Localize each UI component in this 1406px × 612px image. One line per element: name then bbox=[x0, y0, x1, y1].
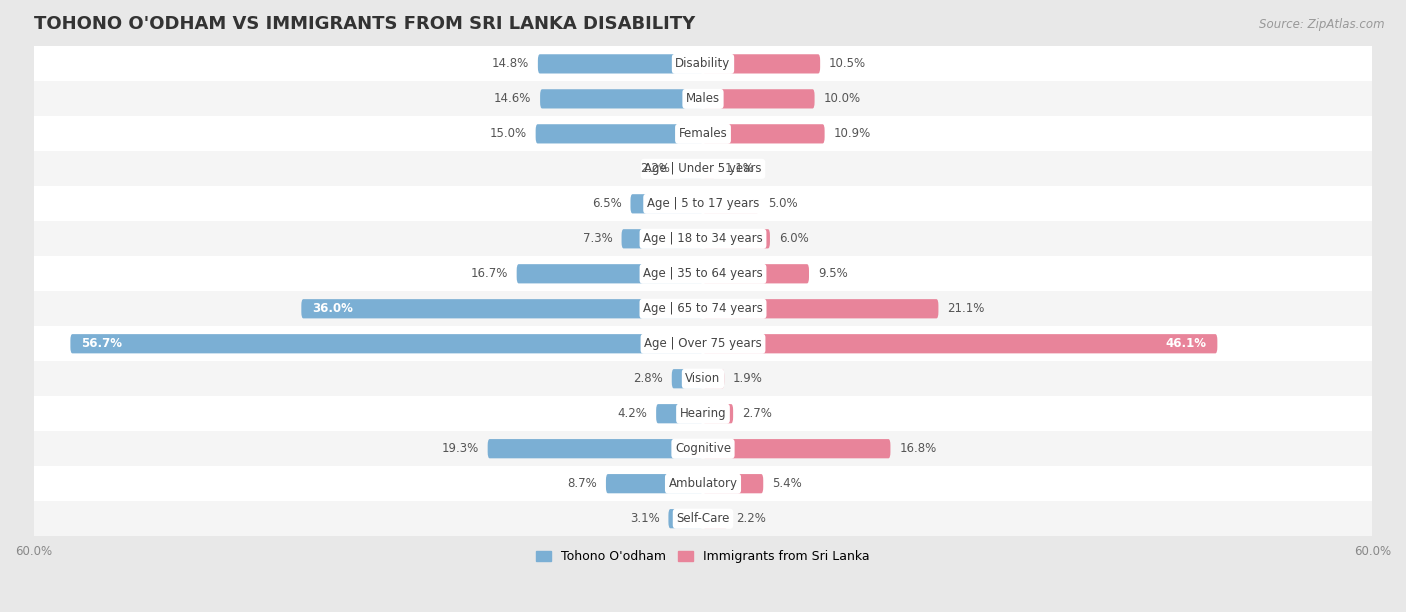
Text: 19.3%: 19.3% bbox=[441, 442, 478, 455]
FancyBboxPatch shape bbox=[668, 509, 703, 528]
Text: 46.1%: 46.1% bbox=[1166, 337, 1206, 350]
Text: 7.3%: 7.3% bbox=[583, 233, 613, 245]
Text: 2.2%: 2.2% bbox=[640, 162, 669, 175]
FancyBboxPatch shape bbox=[703, 334, 1218, 353]
FancyBboxPatch shape bbox=[703, 124, 824, 143]
Text: 4.2%: 4.2% bbox=[617, 407, 647, 420]
FancyBboxPatch shape bbox=[488, 439, 703, 458]
Text: 56.7%: 56.7% bbox=[82, 337, 122, 350]
Bar bbox=[34, 151, 1372, 186]
Text: 1.1%: 1.1% bbox=[724, 162, 754, 175]
FancyBboxPatch shape bbox=[679, 159, 703, 179]
Bar bbox=[34, 222, 1372, 256]
Text: 2.8%: 2.8% bbox=[633, 372, 662, 385]
Text: 14.6%: 14.6% bbox=[494, 92, 531, 105]
FancyBboxPatch shape bbox=[606, 474, 703, 493]
Text: Hearing: Hearing bbox=[679, 407, 727, 420]
Text: 16.8%: 16.8% bbox=[900, 442, 936, 455]
Text: TOHONO O'ODHAM VS IMMIGRANTS FROM SRI LANKA DISABILITY: TOHONO O'ODHAM VS IMMIGRANTS FROM SRI LA… bbox=[34, 15, 695, 33]
Text: Age | 65 to 74 years: Age | 65 to 74 years bbox=[643, 302, 763, 315]
FancyBboxPatch shape bbox=[703, 439, 890, 458]
Bar bbox=[34, 466, 1372, 501]
Text: Males: Males bbox=[686, 92, 720, 105]
Text: 16.7%: 16.7% bbox=[471, 267, 508, 280]
Text: Ambulatory: Ambulatory bbox=[668, 477, 738, 490]
FancyBboxPatch shape bbox=[703, 369, 724, 389]
Text: 10.5%: 10.5% bbox=[830, 58, 866, 70]
FancyBboxPatch shape bbox=[672, 369, 703, 389]
Text: Age | 5 to 17 years: Age | 5 to 17 years bbox=[647, 197, 759, 211]
FancyBboxPatch shape bbox=[703, 264, 808, 283]
FancyBboxPatch shape bbox=[516, 264, 703, 283]
Text: Source: ZipAtlas.com: Source: ZipAtlas.com bbox=[1260, 18, 1385, 31]
FancyBboxPatch shape bbox=[538, 54, 703, 73]
Bar bbox=[34, 186, 1372, 222]
Bar bbox=[34, 326, 1372, 361]
FancyBboxPatch shape bbox=[703, 404, 733, 424]
FancyBboxPatch shape bbox=[703, 194, 759, 214]
FancyBboxPatch shape bbox=[703, 159, 716, 179]
Legend: Tohono O'odham, Immigrants from Sri Lanka: Tohono O'odham, Immigrants from Sri Lank… bbox=[531, 545, 875, 568]
FancyBboxPatch shape bbox=[703, 474, 763, 493]
FancyBboxPatch shape bbox=[703, 54, 820, 73]
Text: Age | 18 to 34 years: Age | 18 to 34 years bbox=[643, 233, 763, 245]
Text: 6.5%: 6.5% bbox=[592, 197, 621, 211]
FancyBboxPatch shape bbox=[657, 404, 703, 424]
Text: 8.7%: 8.7% bbox=[567, 477, 598, 490]
FancyBboxPatch shape bbox=[703, 509, 727, 528]
FancyBboxPatch shape bbox=[536, 124, 703, 143]
Text: 2.2%: 2.2% bbox=[737, 512, 766, 525]
Text: Vision: Vision bbox=[685, 372, 721, 385]
FancyBboxPatch shape bbox=[703, 89, 814, 108]
Text: Disability: Disability bbox=[675, 58, 731, 70]
FancyBboxPatch shape bbox=[540, 89, 703, 108]
FancyBboxPatch shape bbox=[621, 229, 703, 248]
Text: Age | Under 5 years: Age | Under 5 years bbox=[644, 162, 762, 175]
Text: 5.4%: 5.4% bbox=[772, 477, 801, 490]
FancyBboxPatch shape bbox=[703, 299, 938, 318]
Text: 6.0%: 6.0% bbox=[779, 233, 808, 245]
Bar bbox=[34, 396, 1372, 431]
Bar bbox=[34, 501, 1372, 536]
Text: 10.0%: 10.0% bbox=[824, 92, 860, 105]
Text: 15.0%: 15.0% bbox=[489, 127, 527, 140]
Text: Age | Over 75 years: Age | Over 75 years bbox=[644, 337, 762, 350]
Text: 2.7%: 2.7% bbox=[742, 407, 772, 420]
Bar bbox=[34, 361, 1372, 396]
Bar bbox=[34, 256, 1372, 291]
Bar bbox=[34, 431, 1372, 466]
Text: 9.5%: 9.5% bbox=[818, 267, 848, 280]
Text: Self-Care: Self-Care bbox=[676, 512, 730, 525]
Text: Age | 35 to 64 years: Age | 35 to 64 years bbox=[643, 267, 763, 280]
Text: Females: Females bbox=[679, 127, 727, 140]
Text: 5.0%: 5.0% bbox=[768, 197, 797, 211]
Bar bbox=[34, 81, 1372, 116]
Bar bbox=[34, 116, 1372, 151]
Text: 10.9%: 10.9% bbox=[834, 127, 870, 140]
FancyBboxPatch shape bbox=[301, 299, 703, 318]
FancyBboxPatch shape bbox=[703, 229, 770, 248]
FancyBboxPatch shape bbox=[630, 194, 703, 214]
Text: 14.8%: 14.8% bbox=[492, 58, 529, 70]
Text: 1.9%: 1.9% bbox=[733, 372, 763, 385]
FancyBboxPatch shape bbox=[70, 334, 703, 353]
Text: 3.1%: 3.1% bbox=[630, 512, 659, 525]
Text: 21.1%: 21.1% bbox=[948, 302, 984, 315]
Bar bbox=[34, 291, 1372, 326]
Text: Cognitive: Cognitive bbox=[675, 442, 731, 455]
Bar bbox=[34, 47, 1372, 81]
Text: 36.0%: 36.0% bbox=[312, 302, 353, 315]
